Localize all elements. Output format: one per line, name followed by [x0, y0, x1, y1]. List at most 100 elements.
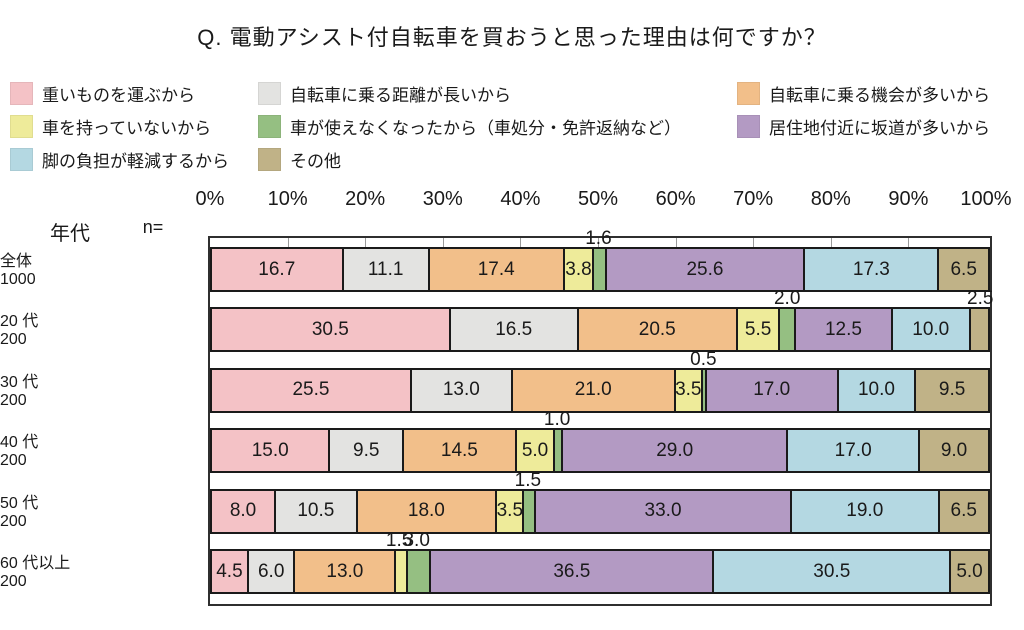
row-n-label: 200: [0, 391, 27, 409]
row-category-label: 20 代: [0, 313, 39, 331]
row-category-label: 50 代: [0, 494, 39, 512]
bar-segment: 30.5: [712, 551, 950, 592]
outside-value-label: 1.5: [514, 469, 542, 491]
bar-segment: [405, 551, 430, 592]
bar-value-label: 5.5: [744, 318, 772, 340]
legend-label: 居住地付近に坂道が多いから: [769, 119, 990, 138]
legend-swatch-icon: [10, 82, 33, 105]
chart-title: Q. 電動アシスト付自転車を買おうと思った理由は何ですか？: [197, 25, 827, 50]
legend-label: 車を持っていないから: [42, 119, 212, 138]
x-axis-tick-label: 20%: [345, 188, 386, 210]
row-n-label: 1000: [0, 271, 36, 288]
bar-row: 8.0 10.5 18.0 3.5 33.0 19.0 6.5: [210, 488, 990, 534]
legend-item: 脚の負担が軽減するから: [10, 147, 258, 172]
bar-segment: 8.0: [212, 490, 275, 532]
x-axis-tick-label: 40%: [500, 188, 541, 210]
bar-value-label: 10.0: [912, 318, 950, 340]
bar-segment: 6.5: [937, 249, 988, 290]
legend-label: 自転車に乗る機会が多いから: [769, 86, 990, 105]
bar-segment: [592, 249, 605, 290]
legend-swatch-icon: [258, 148, 281, 171]
legend-item: 自転車に乗る機会が多いから: [737, 81, 1020, 106]
bar-value-label: 14.5: [440, 439, 478, 461]
bar-value-label: 17.4: [477, 258, 515, 280]
plot-area: 1.6 16.7 11.1 17.4 3.8 25.6 17.3 6.5 2.0 2.5 30.5 1…: [208, 229, 993, 606]
bar-value-label: 6.5: [950, 500, 977, 522]
bar-segment: 20.5: [576, 309, 736, 351]
row-category-label: 40 代: [0, 434, 39, 452]
row-label: 20 代 200: [0, 307, 208, 352]
x-axis-tick-label: 80%: [810, 188, 851, 210]
tick-mark: [365, 238, 367, 247]
legend-item: 居住地付近に坂道が多いから: [737, 114, 1020, 139]
bar-value-label: 10.0: [857, 379, 895, 401]
bar-segment: 13.0: [409, 369, 511, 411]
row-label: 30 代 200: [0, 368, 208, 413]
legend-label: 自転車に乗る距離が長いから: [290, 86, 511, 105]
legend-label: 重いものを運ぶから: [42, 86, 195, 105]
bar-value-label: 33.0: [644, 500, 682, 522]
x-axis-tick-label: 90%: [888, 188, 929, 210]
row-n-label: 200: [0, 452, 27, 470]
x-axis: 0% 10% 20% 30% 40% 50% 60% 70% 80% 90% 100%: [0, 188, 1024, 212]
outside-value-label: 1.5: [385, 530, 413, 551]
bar-segment: 13.0: [293, 551, 395, 592]
legend-label: 車が使えなくなったから（車処分・免許返納など）: [290, 119, 681, 138]
bar-value-label: 18.0: [407, 500, 445, 522]
row-category-label: 60 代以上: [0, 555, 71, 572]
bar-segment: 11.1: [341, 249, 428, 290]
outside-value-label: 3.0: [403, 530, 430, 551]
bar-value-label: 16.5: [495, 318, 533, 340]
bar-segment: 5.5: [735, 309, 779, 351]
tick-mark: [908, 238, 910, 247]
bar-value-label: 10.5: [297, 500, 335, 522]
bar-segment: 17.0: [704, 369, 837, 411]
bar-segment: 3.5: [495, 490, 523, 532]
bar-segment: 12.5: [793, 309, 891, 351]
tick-mark: [287, 238, 289, 247]
x-axis-tick-label: 30%: [422, 188, 463, 210]
bar-row: 30.5 16.5 20.5 5.5 12.5 10.0: [210, 307, 990, 353]
legend-swatch-icon: [737, 82, 760, 105]
bar-segment: 19.0: [790, 490, 938, 532]
bar-row: 25.5 13.0 21.0 3.5 17.0 10.0 9.5: [210, 367, 990, 413]
x-axis-tick-label: 0%: [195, 188, 225, 210]
bar-segment: 10.0: [890, 309, 969, 351]
bar-segment: 25.5: [212, 369, 410, 411]
bar-value-label: 29.0: [656, 439, 694, 461]
row-n-label: 200: [0, 573, 27, 590]
bar-value-label: 25.6: [686, 258, 724, 280]
chart-legend: 重いものを運ぶから 自転車に乗る距離が長いから 自転車に乗る機会が多いから車を持って…: [10, 77, 1020, 176]
bar-segment: 3.8: [562, 249, 593, 290]
bar-value-label: 5.0: [956, 560, 983, 582]
bar-segment: 21.0: [510, 369, 674, 411]
x-axis-tick-label: 50%: [577, 188, 619, 210]
bar-value-label: 4.5: [216, 560, 243, 582]
legend-swatch-icon: [10, 148, 33, 171]
legend-item: 重いものを運ぶから: [10, 81, 258, 106]
bar-value-label: 6.5: [950, 258, 977, 280]
bar-segment: [553, 430, 562, 472]
bar-segment: 5.0: [514, 430, 554, 472]
legend-item: 車を持っていないから: [10, 114, 258, 139]
bar-segment: 15.0: [212, 430, 329, 472]
outside-value-label: 2.0: [773, 288, 801, 310]
row-category-label: 全体: [0, 253, 33, 270]
bar-value-label: 30.5: [813, 560, 851, 582]
bar-value-label: 19.0: [846, 500, 884, 522]
bar-segment: 14.5: [402, 430, 515, 472]
bar-segment: [700, 369, 705, 411]
bar-segment: 16.7: [212, 249, 342, 290]
bar-value-label: 17.0: [834, 439, 872, 461]
row-category-label: 30 代: [0, 373, 39, 391]
bar-value-label: 30.5: [311, 318, 349, 340]
legend-swatch-icon: [737, 115, 760, 138]
bar-segment: 10.0: [836, 369, 915, 411]
bar-segment: [778, 309, 794, 351]
bar-segment: 18.0: [355, 490, 496, 532]
legend-swatch-icon: [258, 82, 281, 105]
outside-value-label: 1.6: [585, 228, 612, 249]
bar-segment: 17.0: [786, 430, 919, 472]
row-label: 50 代 200: [0, 489, 208, 534]
